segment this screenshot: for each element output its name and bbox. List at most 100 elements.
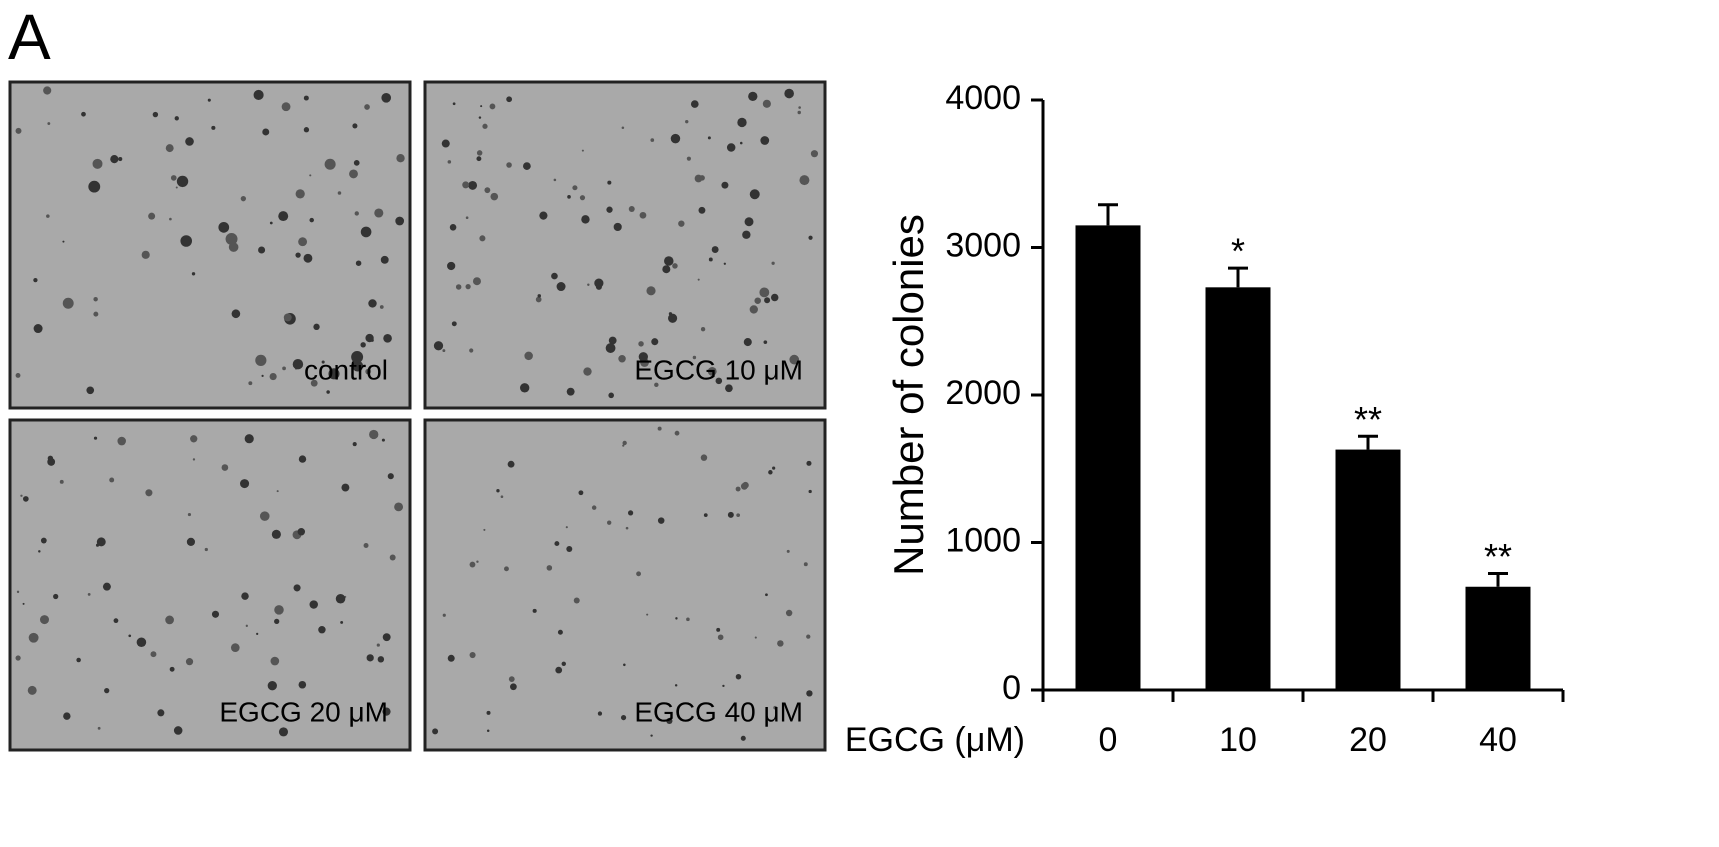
x-axis-label: EGCG (μM) bbox=[845, 721, 1025, 759]
colony bbox=[723, 262, 726, 265]
colony bbox=[608, 336, 617, 345]
colony bbox=[269, 221, 273, 225]
colony bbox=[310, 379, 318, 387]
colony bbox=[449, 224, 457, 231]
colony bbox=[806, 690, 813, 697]
colony bbox=[744, 217, 754, 227]
colony bbox=[59, 479, 64, 484]
colony bbox=[86, 386, 95, 395]
bar bbox=[1075, 225, 1141, 690]
colony bbox=[185, 137, 194, 146]
colony bbox=[546, 565, 553, 571]
colony bbox=[707, 136, 711, 140]
colony bbox=[326, 390, 330, 394]
colony bbox=[810, 150, 819, 158]
colony bbox=[716, 627, 721, 632]
colony bbox=[328, 368, 340, 380]
colony bbox=[15, 372, 21, 378]
colony bbox=[537, 294, 542, 298]
colony bbox=[33, 324, 43, 334]
colony bbox=[256, 632, 259, 635]
colony bbox=[735, 486, 741, 492]
colony bbox=[447, 261, 456, 271]
colony bbox=[703, 513, 708, 518]
colony bbox=[698, 206, 706, 214]
colony bbox=[53, 593, 59, 600]
colony bbox=[623, 663, 626, 667]
colony bbox=[76, 657, 81, 663]
image-label: control bbox=[304, 354, 388, 385]
colony bbox=[22, 602, 25, 605]
colony-image: EGCG 40 μM bbox=[423, 418, 827, 752]
colony bbox=[452, 102, 456, 106]
colony bbox=[465, 283, 471, 290]
colony bbox=[351, 351, 364, 363]
colony bbox=[303, 95, 309, 101]
colony bbox=[318, 625, 326, 634]
colony bbox=[567, 195, 571, 199]
colony bbox=[735, 673, 742, 680]
colony bbox=[674, 684, 678, 687]
colony bbox=[597, 711, 603, 716]
colony bbox=[786, 549, 790, 553]
colony bbox=[773, 705, 777, 710]
colony bbox=[109, 477, 115, 483]
y-tick-label: 3000 bbox=[945, 226, 1021, 264]
colony bbox=[535, 296, 542, 303]
colony bbox=[715, 377, 723, 385]
colony bbox=[556, 282, 566, 292]
colony bbox=[102, 582, 111, 591]
colony bbox=[627, 510, 634, 516]
colony bbox=[117, 436, 126, 446]
x-tick-label: 40 bbox=[1479, 721, 1517, 759]
colony bbox=[380, 255, 389, 264]
colony bbox=[241, 592, 249, 600]
colony bbox=[293, 584, 301, 592]
colony bbox=[506, 162, 512, 168]
colony bbox=[207, 98, 211, 102]
colony bbox=[355, 260, 362, 266]
x-tick-label: 0 bbox=[1099, 721, 1118, 759]
colony bbox=[784, 88, 794, 99]
colony bbox=[274, 605, 284, 615]
colony bbox=[152, 111, 159, 118]
colony bbox=[657, 426, 662, 431]
colony bbox=[271, 529, 281, 539]
colony bbox=[524, 351, 533, 361]
colony bbox=[267, 681, 277, 691]
colony bbox=[165, 615, 174, 625]
colony bbox=[770, 293, 779, 302]
colony bbox=[510, 683, 517, 691]
colony bbox=[176, 175, 189, 188]
colony bbox=[136, 637, 147, 648]
colony bbox=[432, 728, 439, 735]
colony bbox=[283, 313, 292, 322]
colony bbox=[808, 489, 812, 494]
colony bbox=[484, 187, 491, 194]
colony bbox=[175, 186, 178, 189]
colony bbox=[496, 489, 500, 493]
colony bbox=[646, 286, 656, 296]
colony bbox=[672, 263, 678, 269]
colony bbox=[740, 482, 748, 490]
colony bbox=[650, 734, 653, 737]
colony bbox=[382, 707, 391, 716]
colony bbox=[442, 613, 446, 617]
colony bbox=[622, 444, 625, 447]
colony bbox=[670, 133, 681, 144]
colony bbox=[376, 643, 380, 647]
colony bbox=[62, 240, 65, 243]
image-background bbox=[8, 418, 412, 752]
colony bbox=[581, 215, 590, 224]
colony bbox=[313, 323, 320, 331]
colony bbox=[697, 278, 700, 281]
x-tick-label: 10 bbox=[1219, 721, 1257, 759]
colony bbox=[93, 436, 98, 440]
colony bbox=[668, 313, 678, 323]
colony bbox=[482, 123, 488, 129]
colony bbox=[742, 230, 751, 239]
colony bbox=[190, 435, 198, 443]
colony bbox=[486, 710, 491, 715]
colony bbox=[650, 138, 655, 142]
x-tick-label: 20 bbox=[1349, 721, 1387, 759]
